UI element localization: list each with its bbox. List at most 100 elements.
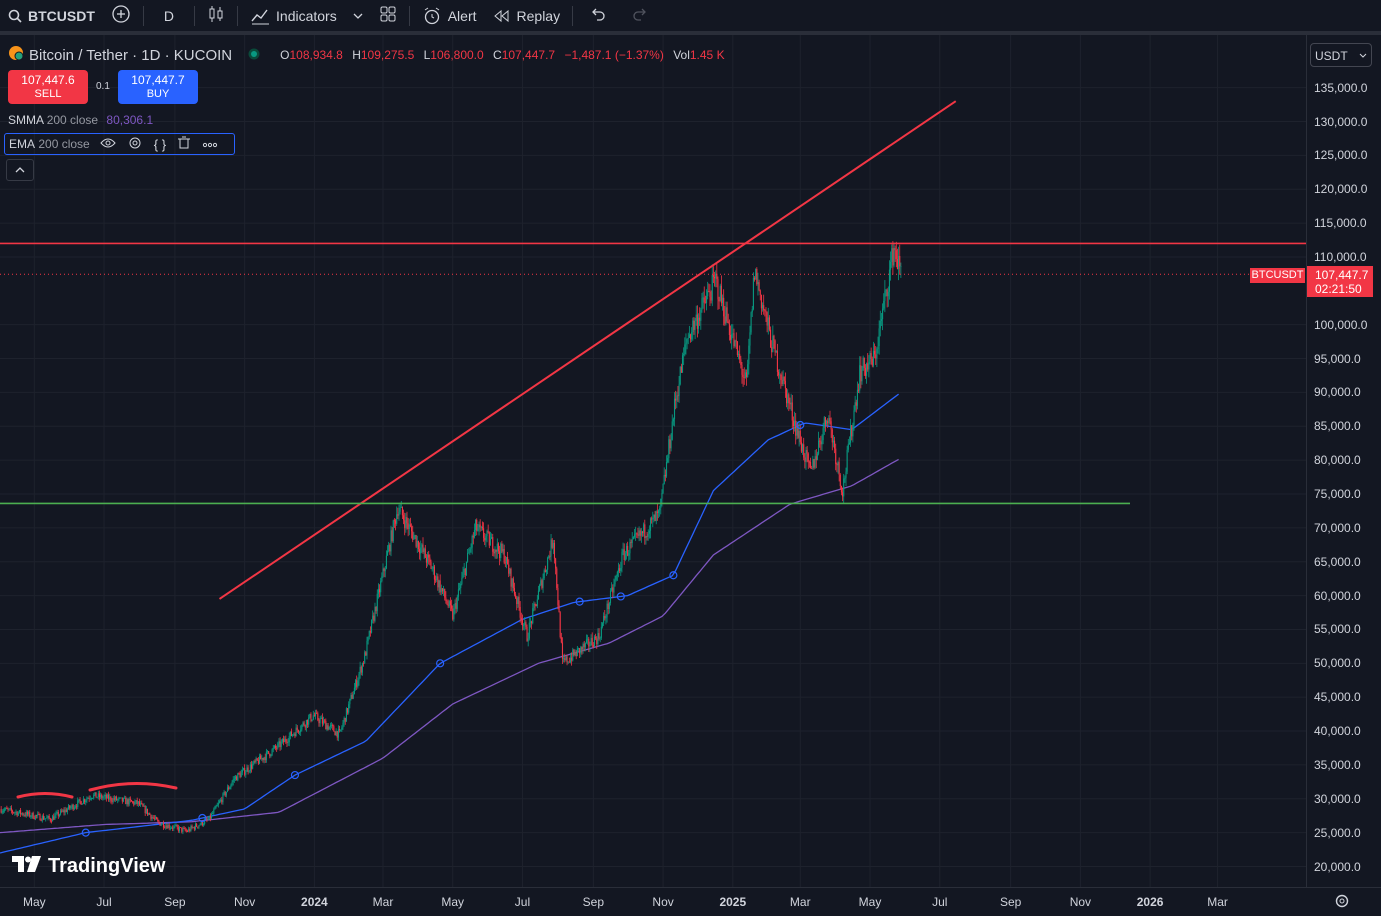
trash-icon[interactable] xyxy=(178,136,191,152)
time-tick-label: Sep xyxy=(164,895,186,909)
interval-button[interactable]: D xyxy=(148,0,190,31)
currency-select[interactable]: USDT xyxy=(1310,43,1372,67)
candle-body xyxy=(534,604,536,605)
candle-body xyxy=(501,543,503,552)
candle-body xyxy=(652,517,654,520)
indicators-icon xyxy=(250,7,270,25)
candle-body xyxy=(622,549,624,553)
price-chart[interactable] xyxy=(0,35,1306,887)
candle-body xyxy=(541,580,543,588)
candle-body xyxy=(555,558,557,569)
candle-body xyxy=(404,520,406,529)
candle-body xyxy=(70,807,72,809)
candle-body xyxy=(217,802,219,805)
compare-button[interactable] xyxy=(103,0,139,31)
sell-button[interactable]: 107,447.6 SELL xyxy=(8,70,88,104)
settings-icon[interactable] xyxy=(128,136,142,153)
candle-body xyxy=(645,536,647,539)
candle-body xyxy=(640,531,642,536)
candle-body xyxy=(395,520,397,524)
indicators-button[interactable]: Indicators xyxy=(242,0,345,31)
candle-body xyxy=(718,299,720,302)
candle-body xyxy=(709,291,711,298)
time-tick-label: Jul xyxy=(96,895,112,909)
candle-body xyxy=(73,807,75,810)
candle-body xyxy=(232,779,234,783)
chart-grid xyxy=(0,35,1306,887)
candle-body xyxy=(419,548,421,554)
chart-type-button[interactable] xyxy=(199,0,233,31)
candle-body xyxy=(675,398,677,401)
candle-body xyxy=(281,738,283,742)
candle-body xyxy=(459,588,461,590)
brand-label: TradingView xyxy=(48,855,166,877)
price-axis[interactable] xyxy=(1306,35,1381,887)
replay-button[interactable]: Replay xyxy=(485,0,569,31)
candle-body xyxy=(416,540,418,547)
redo-button[interactable] xyxy=(619,0,661,31)
templates-dropdown[interactable] xyxy=(345,0,371,31)
candle-body xyxy=(337,729,339,738)
candle-body xyxy=(98,793,101,798)
collapse-legend-button[interactable] xyxy=(6,159,34,181)
candle-body xyxy=(285,738,287,742)
time-axis[interactable] xyxy=(0,887,1381,916)
high-value: 109,275.5 xyxy=(360,48,415,62)
candle-body xyxy=(218,801,221,803)
source-code-icon[interactable]: { } xyxy=(153,136,167,152)
candle-body xyxy=(369,631,371,633)
candle-body xyxy=(677,395,679,397)
more-icon[interactable] xyxy=(202,137,218,151)
candle-body xyxy=(191,826,193,828)
candle-body xyxy=(875,354,877,359)
candle-body xyxy=(699,317,701,321)
cross-marker xyxy=(669,571,678,580)
price-tick-label: 115,000.0 xyxy=(1314,216,1367,231)
candle-body xyxy=(111,800,113,802)
candle-body xyxy=(579,648,581,654)
candle-body xyxy=(253,760,255,765)
eye-icon[interactable] xyxy=(100,137,116,152)
candle-body xyxy=(826,420,828,425)
layouts-button[interactable] xyxy=(371,0,405,31)
candle-body xyxy=(329,725,331,727)
candle-body xyxy=(306,719,309,725)
candle-body xyxy=(589,645,591,647)
ema-legend[interactable]: EMA 200 close { } xyxy=(4,133,235,155)
candle-body xyxy=(356,680,358,687)
symbol-search[interactable]: BTCUSDT xyxy=(0,0,103,31)
candle-body xyxy=(845,471,847,478)
smma-legend[interactable]: SMMA 200 close 80,306.1 xyxy=(8,113,153,127)
candle-body xyxy=(593,636,596,647)
candle-body xyxy=(68,805,70,810)
candle-body xyxy=(552,542,554,548)
candle-body xyxy=(558,604,560,613)
tradingview-logo[interactable]: TradingView xyxy=(12,855,165,878)
chart-settings-button[interactable] xyxy=(1334,893,1350,914)
candle-body xyxy=(639,530,641,536)
cross-marker xyxy=(616,592,625,601)
undo-button[interactable] xyxy=(577,0,619,31)
candle-body xyxy=(330,725,333,726)
candle-body xyxy=(266,751,269,752)
candle-body xyxy=(149,813,151,815)
candle-body xyxy=(620,567,622,571)
buy-button[interactable]: 107,447.7 BUY xyxy=(118,70,198,104)
candle-body xyxy=(497,543,500,552)
candle-body xyxy=(105,794,107,799)
candle-body xyxy=(257,760,259,764)
candle-body xyxy=(240,772,242,778)
candle-body xyxy=(245,771,247,775)
candle-body xyxy=(625,545,628,554)
candle-body xyxy=(222,793,224,803)
candle-body xyxy=(177,827,179,831)
candle-body xyxy=(47,815,49,818)
alert-button[interactable]: Alert xyxy=(414,0,485,31)
symbol-title[interactable]: Bitcoin / Tether · 1D · KUCOIN xyxy=(29,46,233,64)
candle-body xyxy=(726,307,728,322)
candle-body xyxy=(23,814,25,816)
candle-body xyxy=(113,798,115,800)
candle-body xyxy=(455,603,457,609)
candle-body xyxy=(269,753,271,757)
candle-body xyxy=(475,519,477,530)
